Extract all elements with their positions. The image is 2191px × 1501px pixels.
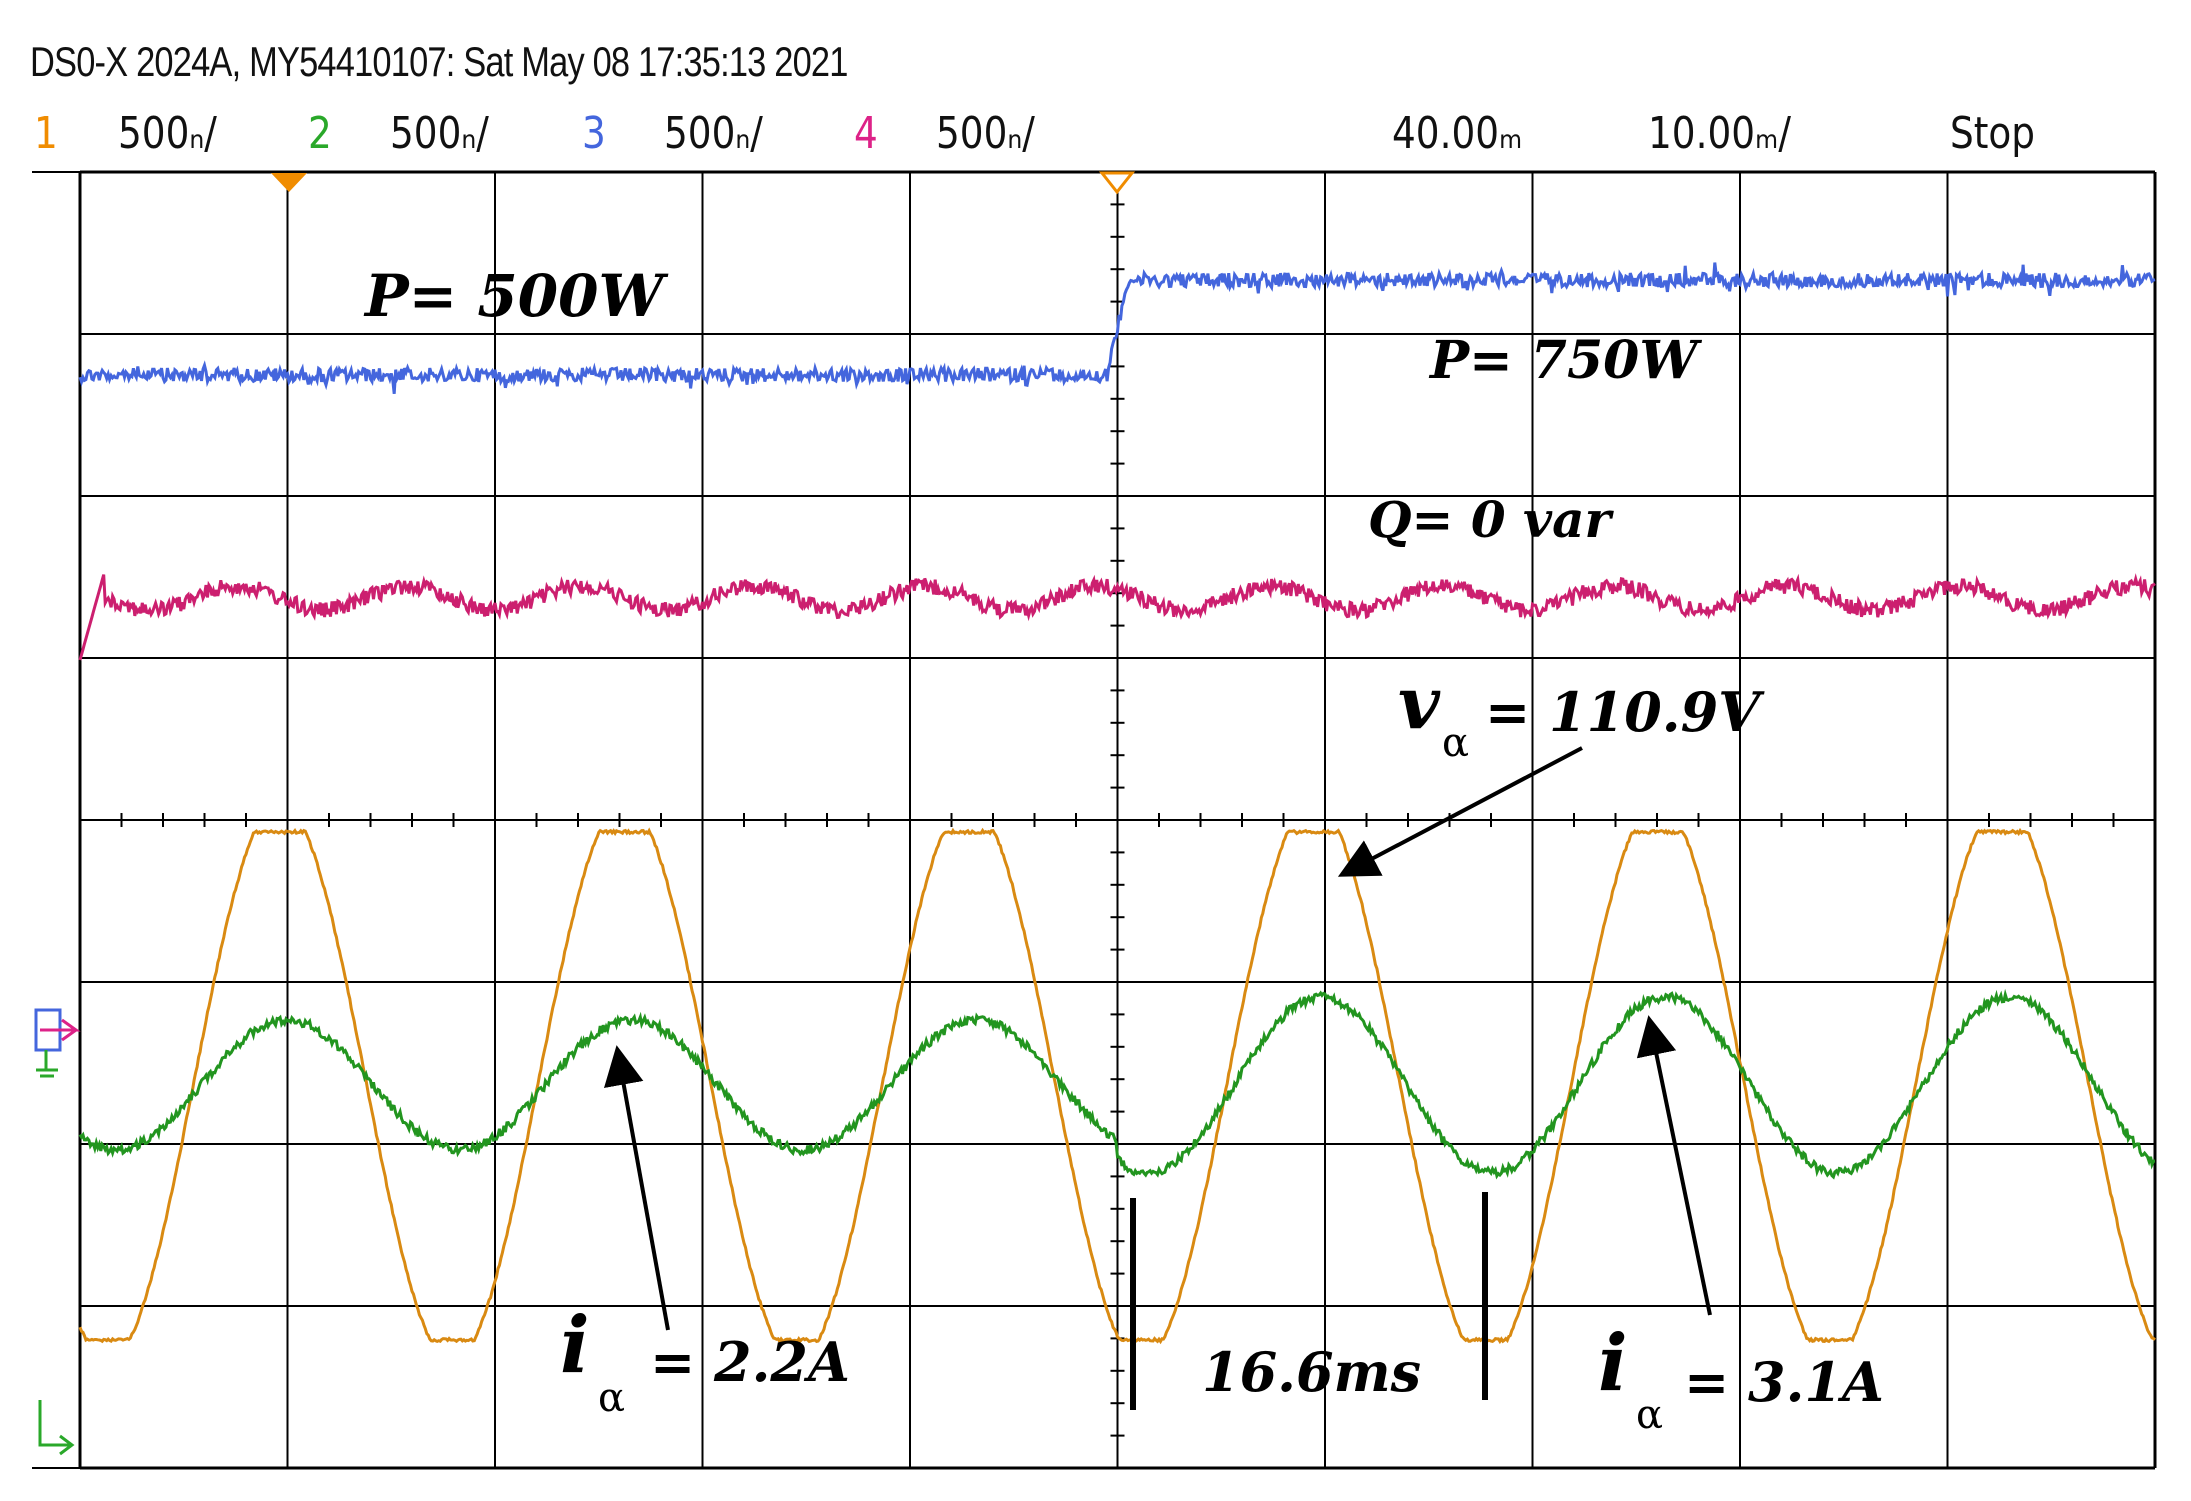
channel-2-number: 2: [308, 108, 332, 159]
channel-1-scale: 500ₙ/: [118, 108, 217, 159]
channel-3-number: 3: [582, 108, 606, 159]
label-i-before-subscript: α: [598, 1375, 626, 1421]
arrow-to-current-after: [1636, 1015, 1712, 1316]
time-reference-marker: [1098, 171, 1136, 195]
label-v-subscript: α: [1442, 720, 1470, 766]
trace-active-power: [78, 262, 2156, 394]
label-q: Q= 0 var: [1368, 490, 1611, 549]
graticule-ticks: [79, 171, 2156, 1469]
time-scale: 10.00ₘ/: [1648, 108, 1791, 159]
arrow-to-current-before: [604, 1045, 670, 1331]
channel-2-scale: 500ₙ/: [390, 108, 489, 159]
channel-3-scale: 500ₙ/: [664, 108, 763, 159]
label-p-before: P= 500W: [365, 262, 664, 330]
trace-current-alpha: [78, 988, 2156, 1180]
channel-4-number: 4: [854, 108, 878, 159]
trigger-position-marker: [271, 173, 307, 192]
label-p-after: P= 750W: [1430, 330, 1698, 391]
label-v-value: = 110.9V: [1485, 680, 1761, 744]
channel-4-scale: 500ₙ/: [936, 108, 1035, 159]
label-v-symbol: v: [1398, 660, 1440, 745]
label-i-before-value: = 2.2A: [650, 1330, 850, 1394]
arrow-to-voltage: [1337, 746, 1583, 877]
traces: [78, 262, 2156, 1345]
label-i-after-symbol: i: [1598, 1318, 1628, 1409]
trigger-markers: [34, 171, 1136, 1456]
run-status[interactable]: Stop: [1950, 108, 2036, 159]
channel-1-ground-icon: [38, 1400, 75, 1456]
label-i-after-value: = 3.1A: [1684, 1350, 1884, 1414]
scope-title: DS0-X 2024A, MY54410107: Sat May 08 17:3…: [30, 38, 848, 85]
label-period: 16.6ms: [1202, 1340, 1422, 1404]
label-i-after-subscript: α: [1636, 1392, 1664, 1438]
trace-voltage-alpha: [78, 827, 2156, 1345]
channel-1-number: 1: [34, 108, 58, 159]
channel-ground-icon: [34, 1008, 81, 1078]
graticule: [32, 170, 2157, 1470]
label-i-before-symbol: i: [560, 1300, 590, 1391]
annotation-arrows: [604, 746, 1712, 1410]
time-delay: 40.00ₘ: [1392, 108, 1523, 159]
trace-reactive-power: [78, 573, 2156, 661]
